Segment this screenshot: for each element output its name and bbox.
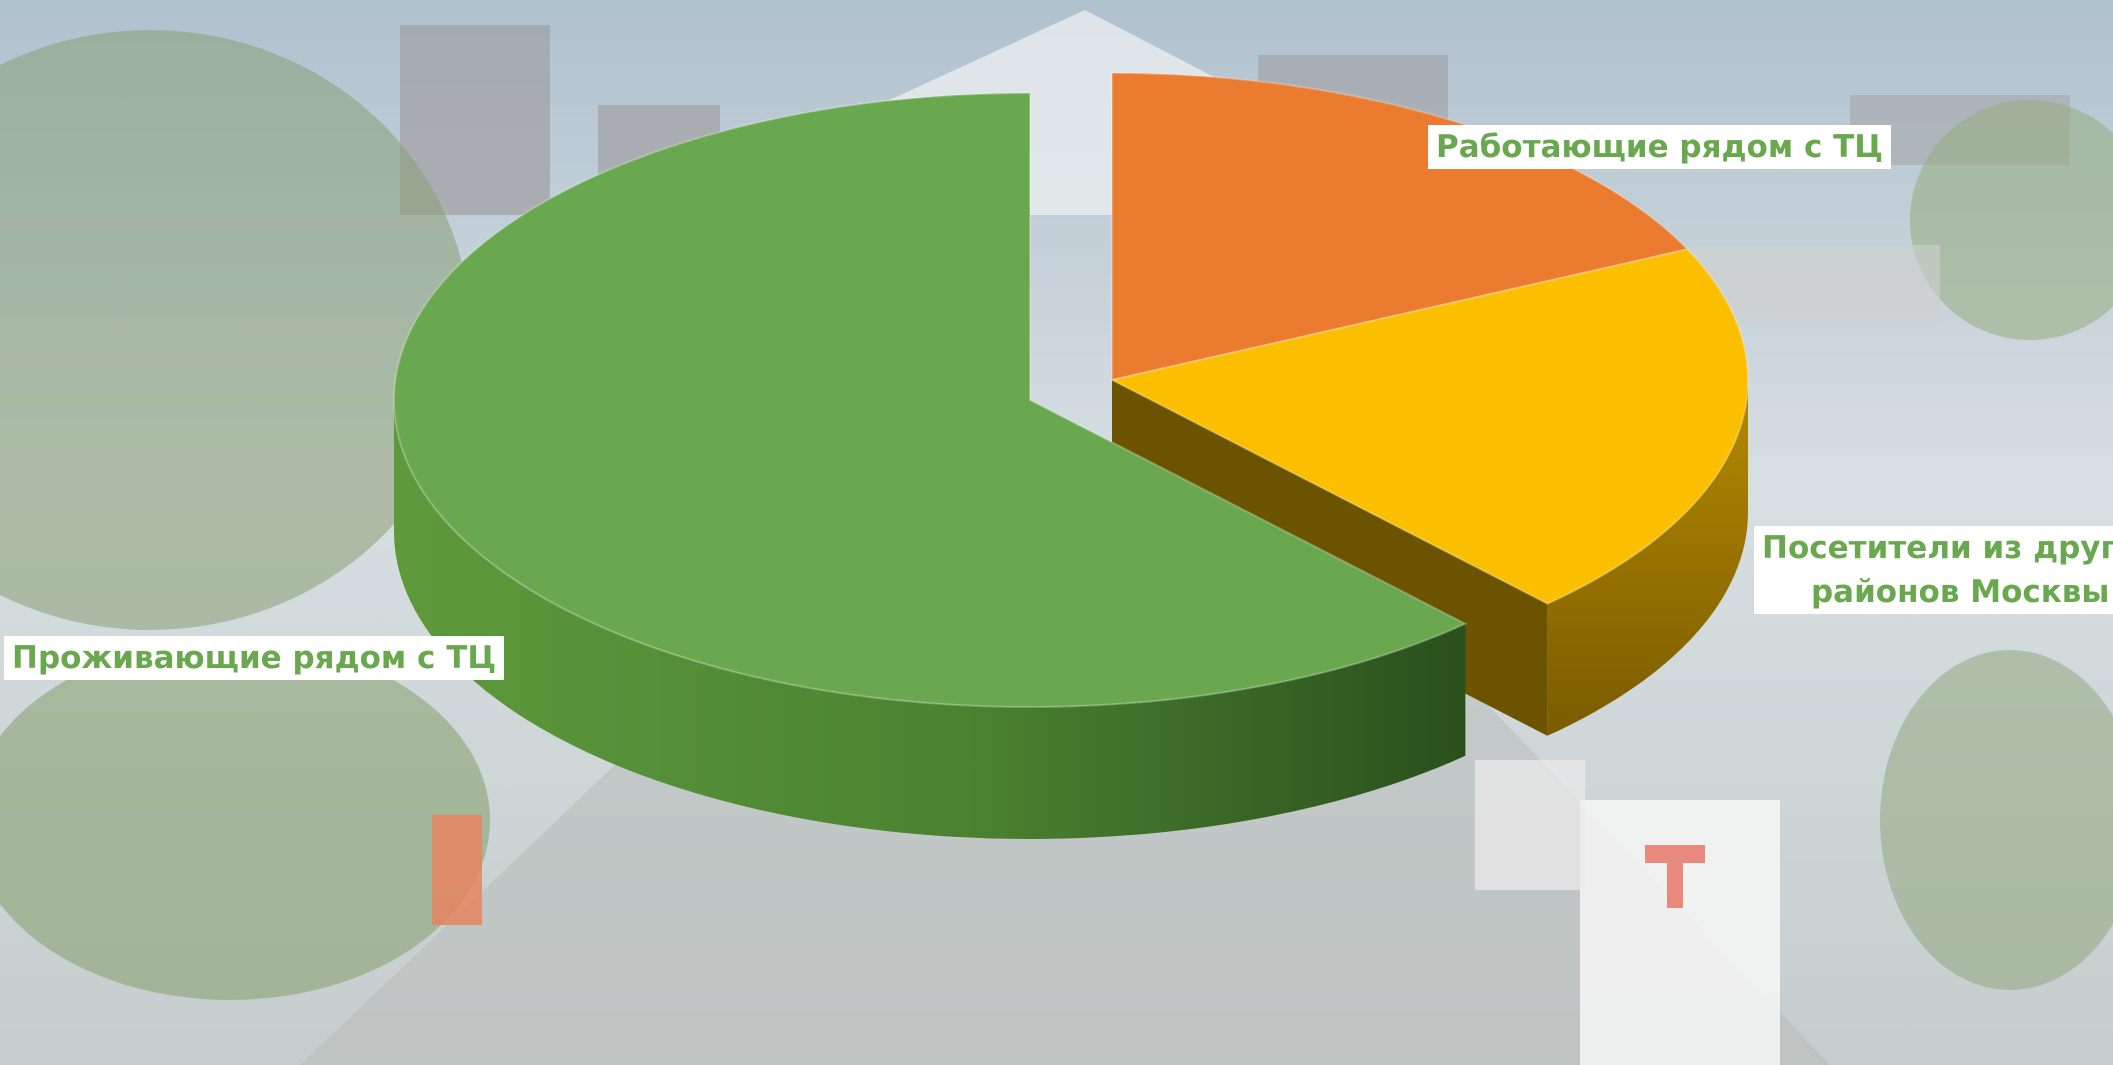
pie-layer <box>393 71 1749 839</box>
data-label-residents: Проживающие рядом с ТЦ <box>4 636 505 680</box>
slice-residents-top <box>393 91 1468 708</box>
data-label-residents-text: Проживающие рядом с ТЦ <box>12 640 497 676</box>
data-label-workers-text: Работающие рядом с ТЦ <box>1436 129 1884 165</box>
slice-workers-top <box>1111 71 1690 382</box>
data-label-visitors-line1: Посетители из других <box>1762 530 2113 566</box>
data-label-visitors: Посетители из других районов Москвы <box>1754 526 2113 614</box>
slice-visitors-top <box>1109 248 1749 605</box>
data-label-workers: Работающие рядом с ТЦ <box>1428 125 1892 169</box>
slice-residents-side <box>394 400 1466 839</box>
data-label-visitors-line2: районов Москвы <box>1810 574 2110 610</box>
slice-visitors-side <box>1547 380 1748 736</box>
